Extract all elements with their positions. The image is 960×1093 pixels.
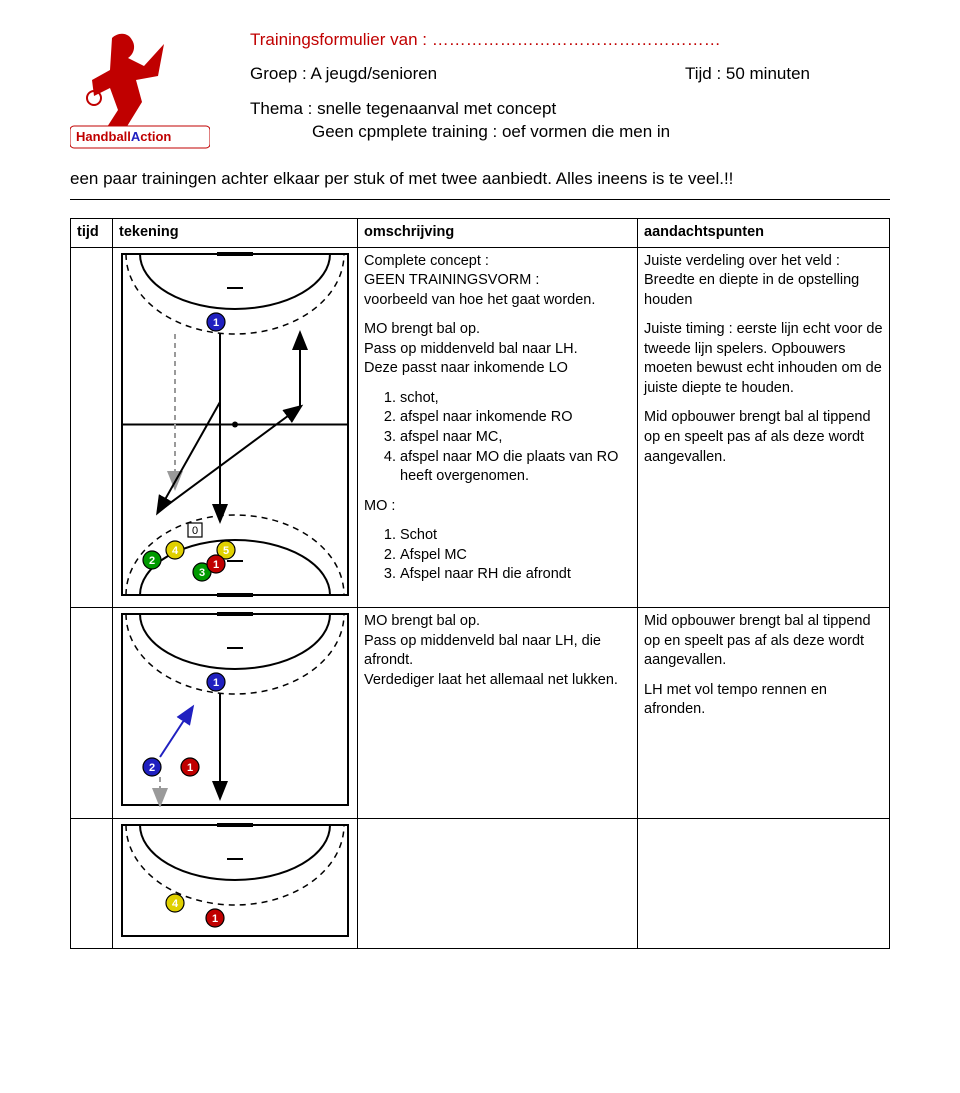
tijd-label: Tijd : 50 minuten [685,64,810,84]
col-head-tijd: tijd [71,218,113,247]
col-head-tekening: tekening [113,218,358,247]
col-head-omschrijving: omschrijving [358,218,638,247]
list-item: afspel naar inkomende RO [400,408,631,428]
groep-label: Groep : A jeugd/senioren [250,64,437,84]
svg-text:1: 1 [213,559,219,571]
table-row: 41 [71,818,890,949]
omschrijving-cell: MO brengt bal op. Pass op middenveld bal… [358,608,638,819]
svg-text:3: 3 [199,567,205,579]
list-item: Afspel MC [400,546,631,566]
list-item: afspel naar MO die plaats van RO heeft o… [400,448,631,487]
svg-text:2: 2 [149,762,155,774]
list-item: afspel naar MC, [400,428,631,448]
header-rule [70,199,890,200]
svg-text:2: 2 [149,555,155,567]
thema-block: Thema : snelle tegenaanval met concept G… [250,98,870,144]
svg-text:1: 1 [212,913,218,925]
svg-text:0: 0 [192,525,198,537]
training-table: tijd tekening omschrijving aandachtspunt… [70,218,890,949]
svg-text:1: 1 [187,762,193,774]
list-item: schot, [400,389,631,409]
svg-text:1: 1 [213,677,219,689]
logo: HandballAction [70,30,210,160]
svg-text:4: 4 [172,545,179,557]
svg-text:4: 4 [172,898,179,910]
list-item: Schot [400,526,631,546]
diagram-2: 1 1 2 [120,612,350,814]
diagram-3: 41 [120,823,350,945]
svg-text:HandballAction: HandballAction [76,129,171,144]
svg-text:1: 1 [213,317,219,329]
diagram-1: 0452311 [120,252,350,604]
aandachtspunten-cell: Mid opbouwer brengt bal al tippend op en… [638,608,890,819]
table-row: 0452311 Complete concept : GEEN TRAINING… [71,247,890,608]
table-row: 1 1 2 MO brengt bal op. Pass op middenveld… [71,608,890,819]
col-head-aandachtspunten: aandachtspunten [638,218,890,247]
omschrijving-cell: Complete concept : GEEN TRAININGSVORM : … [358,247,638,608]
form-title: Trainingsformulier van : ………………………………………… [250,30,890,50]
svg-text:5: 5 [223,545,229,557]
thema-continuation: een paar trainingen achter elkaar per st… [70,168,890,191]
aandachtspunten-cell: Juiste verdeling over het veld : Breedte… [638,247,890,608]
list-item: Afspel naar RH die afrondt [400,565,631,585]
